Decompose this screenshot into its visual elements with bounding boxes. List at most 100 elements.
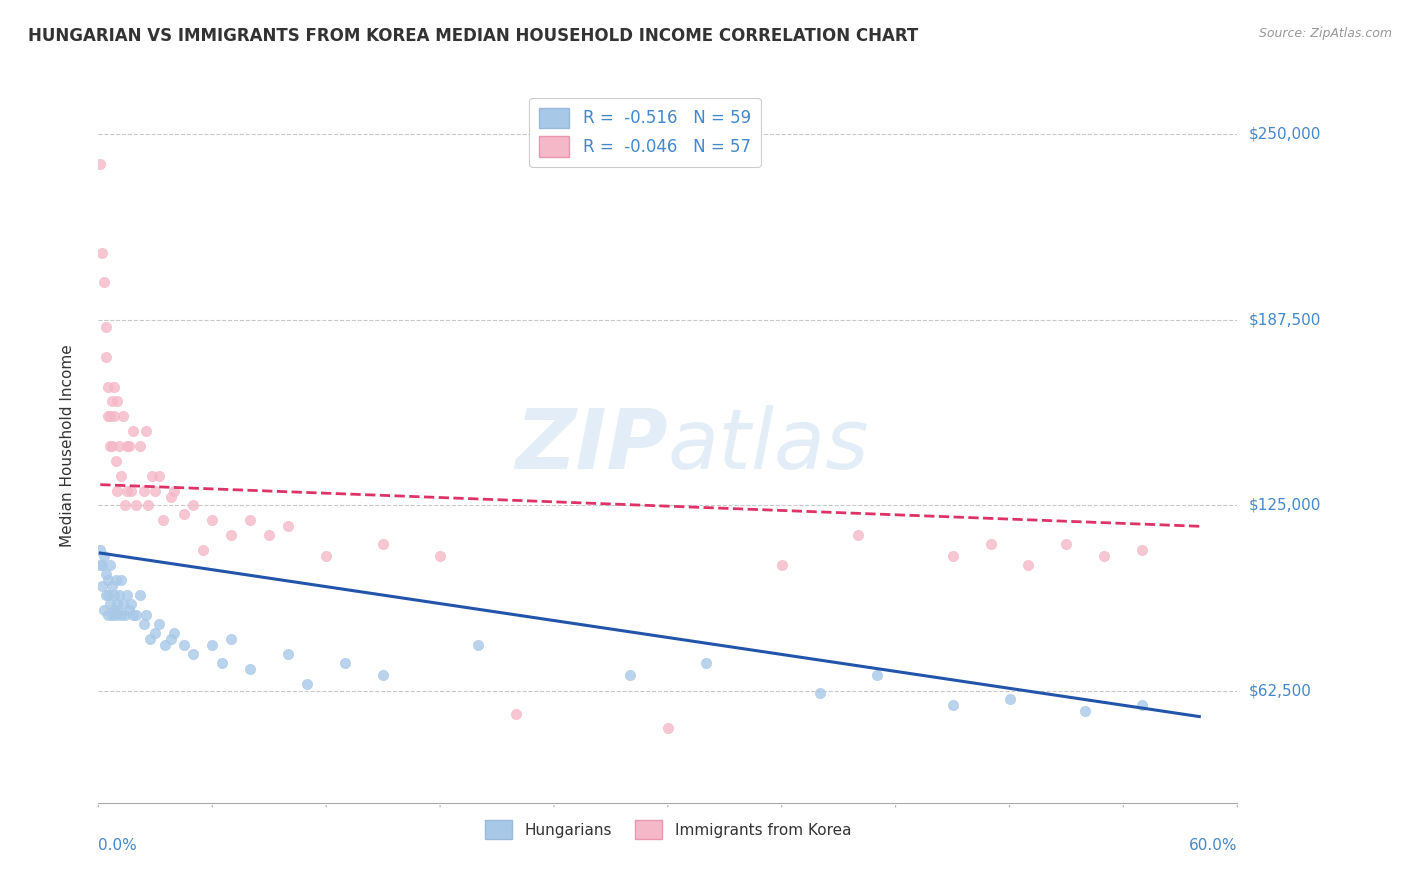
Point [107,394,129,409]
Point [191,543,214,558]
Text: $250,000: $250,000 [1249,127,1320,141]
Point [97,588,120,602]
Point [239,662,262,676]
Point [221,528,243,542]
Point [100,394,122,409]
Point [98,558,121,572]
Point [93,276,115,290]
Point [201,638,224,652]
Point [132,617,155,632]
Point [120,597,142,611]
Point [129,439,152,453]
Point [153,638,176,652]
Point [1074,704,1097,718]
Text: atlas: atlas [668,406,869,486]
Point [121,608,143,623]
Point [114,608,136,623]
Point [159,632,181,647]
Point [211,656,233,670]
Point [846,528,869,542]
Point [129,588,152,602]
Point [619,668,641,682]
Point [141,468,163,483]
Point [115,588,138,602]
Point [115,439,138,453]
Point [163,483,186,498]
Point [183,647,205,661]
Point [110,468,132,483]
Point [115,483,138,498]
Point [110,608,132,623]
Point [152,513,174,527]
Point [118,439,141,453]
Point [942,698,965,712]
Point [98,597,121,611]
Point [979,537,1001,551]
Point [467,638,489,652]
Point [135,608,157,623]
Point [120,483,142,498]
Point [1056,537,1078,551]
Point [110,573,132,587]
Point [108,439,131,453]
Point [138,632,160,647]
Point [89,558,111,572]
Point [94,566,117,581]
Point [335,656,357,670]
Point [97,573,120,587]
Point [866,668,889,682]
Text: 0.0%: 0.0% [98,838,138,854]
Point [107,597,129,611]
Point [100,439,122,453]
Point [94,320,117,334]
Point [135,424,157,438]
Point [770,558,793,572]
Point [657,722,679,736]
Point [942,549,965,563]
Point [125,499,148,513]
Point [104,608,127,623]
Point [97,409,120,424]
Point [259,528,281,542]
Point [1094,549,1116,563]
Legend: Hungarians, Immigrants from Korea: Hungarians, Immigrants from Korea [478,814,858,845]
Text: Source: ZipAtlas.com: Source: ZipAtlas.com [1258,27,1392,40]
Point [103,379,125,393]
Point [98,439,121,453]
Y-axis label: Median Household Income: Median Household Income [60,344,75,548]
Point [100,608,122,623]
Point [371,668,394,682]
Text: $125,000: $125,000 [1249,498,1320,513]
Point [277,647,299,661]
Point [163,626,186,640]
Point [103,588,125,602]
Point [103,409,125,424]
Point [100,579,122,593]
Point [98,409,121,424]
Point [173,638,195,652]
Point [239,513,262,527]
Point [1132,543,1154,558]
Text: $187,500: $187,500 [1249,312,1320,327]
Text: 60.0%: 60.0% [1189,838,1237,854]
Point [132,483,155,498]
Point [91,579,114,593]
Point [107,483,129,498]
Point [315,549,337,563]
Point [808,686,831,700]
Point [114,499,136,513]
Point [108,588,131,602]
Point [201,513,224,527]
Point [103,602,125,616]
Point [695,656,717,670]
Point [97,379,120,393]
Text: HUNGARIAN VS IMMIGRANTS FROM KOREA MEDIAN HOUSEHOLD INCOME CORRELATION CHART: HUNGARIAN VS IMMIGRANTS FROM KOREA MEDIA… [28,27,918,45]
Point [94,350,117,364]
Point [173,508,195,522]
Point [1132,698,1154,712]
Point [1018,558,1040,572]
Point [371,537,394,551]
Point [136,499,159,513]
Point [112,409,135,424]
Point [148,468,170,483]
